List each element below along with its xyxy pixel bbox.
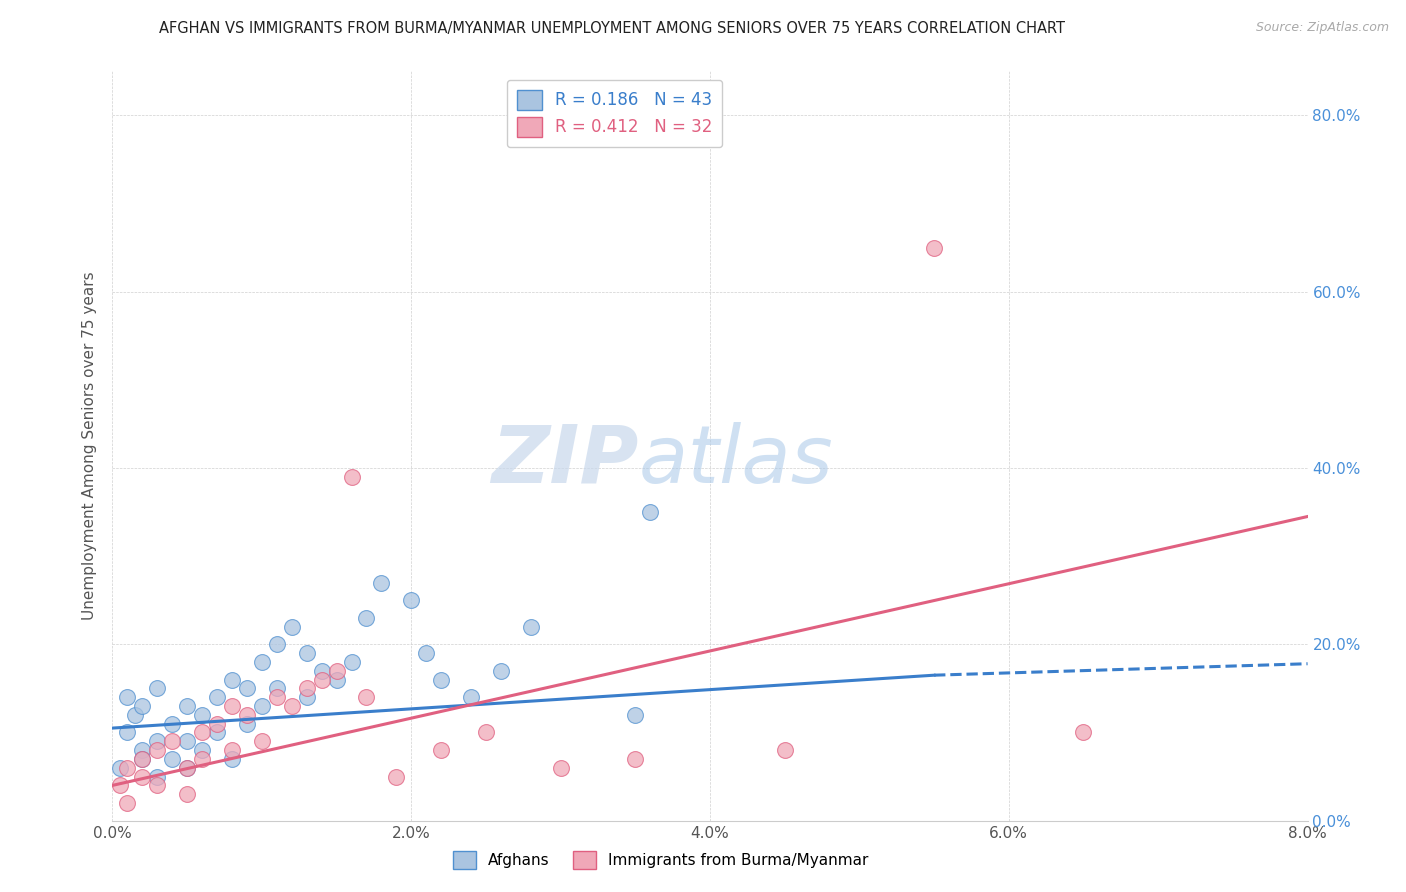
Point bbox=[1073, 725, 1095, 739]
Point bbox=[250, 655, 273, 669]
Point bbox=[146, 770, 169, 784]
Point bbox=[624, 707, 647, 722]
Point bbox=[176, 761, 198, 775]
Point bbox=[295, 646, 318, 660]
Point bbox=[475, 725, 498, 739]
Point bbox=[922, 241, 945, 255]
Point bbox=[124, 707, 146, 722]
Point bbox=[176, 787, 198, 801]
Point bbox=[221, 743, 243, 757]
Point bbox=[117, 796, 139, 810]
Point bbox=[191, 752, 214, 766]
Point bbox=[385, 770, 408, 784]
Point bbox=[325, 664, 347, 678]
Point bbox=[117, 690, 139, 705]
Point bbox=[146, 681, 169, 696]
Point bbox=[550, 761, 572, 775]
Point bbox=[108, 778, 131, 792]
Point bbox=[773, 743, 796, 757]
Point bbox=[340, 470, 363, 484]
Point bbox=[266, 681, 288, 696]
Point bbox=[295, 690, 318, 705]
Point bbox=[520, 620, 543, 634]
Point bbox=[176, 699, 198, 714]
Point bbox=[415, 646, 437, 660]
Point bbox=[131, 770, 153, 784]
Point bbox=[430, 743, 453, 757]
Point bbox=[236, 716, 259, 731]
Point bbox=[250, 734, 273, 748]
Point bbox=[162, 734, 183, 748]
Point bbox=[430, 673, 453, 687]
Point bbox=[146, 778, 169, 792]
Point bbox=[146, 734, 169, 748]
Point bbox=[146, 743, 169, 757]
Point bbox=[624, 752, 647, 766]
Point bbox=[250, 699, 273, 714]
Point bbox=[191, 707, 214, 722]
Point bbox=[221, 673, 243, 687]
Point bbox=[236, 707, 259, 722]
Point bbox=[266, 690, 288, 705]
Point bbox=[191, 743, 214, 757]
Point bbox=[205, 725, 228, 739]
Legend: R = 0.186   N = 43, R = 0.412   N = 32: R = 0.186 N = 43, R = 0.412 N = 32 bbox=[506, 79, 723, 147]
Point bbox=[176, 734, 198, 748]
Point bbox=[162, 716, 183, 731]
Y-axis label: Unemployment Among Seniors over 75 years: Unemployment Among Seniors over 75 years bbox=[82, 272, 97, 620]
Point bbox=[489, 664, 512, 678]
Text: ZIP: ZIP bbox=[491, 422, 638, 500]
Point bbox=[236, 681, 259, 696]
Point bbox=[295, 681, 318, 696]
Point bbox=[131, 752, 153, 766]
Point bbox=[221, 752, 243, 766]
Point bbox=[640, 505, 662, 519]
Point bbox=[205, 690, 228, 705]
Point bbox=[325, 673, 347, 687]
Point bbox=[281, 699, 304, 714]
Point bbox=[131, 752, 153, 766]
Point bbox=[108, 761, 131, 775]
Point bbox=[281, 620, 304, 634]
Point bbox=[131, 699, 153, 714]
Point bbox=[460, 690, 482, 705]
Text: Source: ZipAtlas.com: Source: ZipAtlas.com bbox=[1256, 21, 1389, 34]
Point bbox=[266, 637, 288, 651]
Point bbox=[356, 611, 378, 625]
Point bbox=[131, 743, 153, 757]
Point bbox=[191, 725, 214, 739]
Point bbox=[356, 690, 378, 705]
Point bbox=[205, 716, 228, 731]
Point bbox=[221, 699, 243, 714]
Text: AFGHAN VS IMMIGRANTS FROM BURMA/MYANMAR UNEMPLOYMENT AMONG SENIORS OVER 75 YEARS: AFGHAN VS IMMIGRANTS FROM BURMA/MYANMAR … bbox=[159, 21, 1064, 36]
Point bbox=[176, 761, 198, 775]
Point bbox=[162, 752, 183, 766]
Point bbox=[311, 673, 333, 687]
Point bbox=[117, 725, 139, 739]
Point bbox=[311, 664, 333, 678]
Text: atlas: atlas bbox=[638, 422, 834, 500]
Point bbox=[117, 761, 139, 775]
Point bbox=[340, 655, 363, 669]
Legend: Afghans, Immigrants from Burma/Myanmar: Afghans, Immigrants from Burma/Myanmar bbox=[447, 845, 875, 875]
Point bbox=[401, 593, 423, 607]
Point bbox=[370, 575, 392, 590]
